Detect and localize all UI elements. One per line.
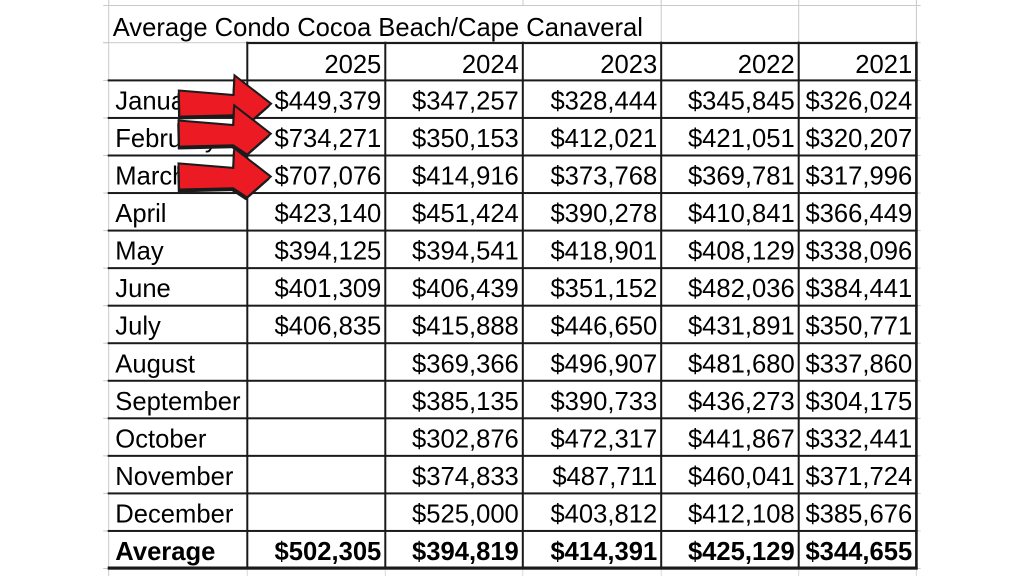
svg-text:$414,916: $414,916	[412, 163, 519, 191]
svg-text:2025: 2025	[324, 51, 381, 79]
svg-text:$418,901: $418,901	[550, 238, 657, 266]
svg-text:December: December	[115, 501, 234, 529]
svg-text:$408,129: $408,129	[688, 238, 795, 266]
svg-text:$394,819: $394,819	[412, 538, 519, 566]
svg-text:August: August	[115, 350, 195, 378]
svg-text:$390,278: $390,278	[550, 200, 657, 228]
svg-text:$472,317: $472,317	[550, 425, 657, 453]
svg-text:$384,441: $384,441	[805, 275, 912, 303]
svg-text:September: September	[115, 388, 241, 416]
svg-text:$350,153: $350,153	[412, 125, 519, 153]
svg-text:October: October	[115, 425, 207, 453]
svg-text:Average Condo Cocoa Beach/Cape: Average Condo Cocoa Beach/Cape Canaveral	[113, 14, 643, 42]
svg-text:$487,711: $487,711	[552, 463, 657, 491]
svg-text:2023: 2023	[600, 51, 657, 79]
svg-text:July: July	[115, 313, 161, 341]
svg-text:$449,379: $449,379	[275, 87, 382, 115]
svg-text:$425,129: $425,129	[688, 538, 795, 566]
svg-text:$328,444: $328,444	[550, 87, 657, 115]
svg-text:2021: 2021	[855, 51, 912, 79]
svg-text:$338,096: $338,096	[805, 238, 912, 266]
svg-text:$385,676: $385,676	[805, 501, 912, 529]
svg-text:$525,000: $525,000	[412, 501, 519, 529]
svg-text:$366,449: $366,449	[805, 200, 912, 228]
svg-text:$390,733: $390,733	[550, 388, 657, 416]
svg-text:$412,108: $412,108	[688, 501, 795, 529]
svg-text:$446,650: $446,650	[550, 313, 657, 341]
svg-text:June: June	[115, 275, 171, 303]
svg-text:$317,996: $317,996	[805, 163, 912, 191]
svg-text:March: March	[115, 163, 186, 191]
svg-text:$394,125: $394,125	[275, 238, 382, 266]
svg-text:$734,271: $734,271	[275, 125, 382, 153]
svg-text:$410,841: $410,841	[688, 200, 795, 228]
svg-text:$707,076: $707,076	[275, 163, 382, 191]
svg-text:$351,152: $351,152	[550, 275, 657, 303]
svg-text:April: April	[115, 200, 166, 228]
svg-text:$371,724: $371,724	[805, 463, 912, 491]
svg-text:$320,207: $320,207	[805, 125, 912, 153]
svg-text:$441,867: $441,867	[688, 425, 795, 453]
svg-text:2024: 2024	[462, 51, 519, 79]
svg-text:$326,024: $326,024	[805, 87, 912, 115]
svg-text:$451,424: $451,424	[412, 200, 519, 228]
svg-text:November: November	[115, 463, 234, 491]
svg-text:Average: Average	[115, 538, 215, 566]
svg-text:$374,833: $374,833	[412, 463, 519, 491]
svg-text:$423,140: $423,140	[275, 200, 382, 228]
svg-text:$403,812: $403,812	[550, 501, 657, 529]
svg-text:$337,860: $337,860	[805, 350, 912, 378]
svg-text:$385,135: $385,135	[412, 388, 519, 416]
svg-text:$332,441: $332,441	[805, 425, 912, 453]
svg-text:$347,257: $347,257	[412, 87, 519, 115]
svg-text:$496,907: $496,907	[550, 350, 657, 378]
svg-text:$304,175: $304,175	[805, 388, 912, 416]
svg-text:$431,891: $431,891	[688, 313, 795, 341]
svg-text:$414,391: $414,391	[550, 538, 657, 566]
svg-text:$406,835: $406,835	[275, 313, 382, 341]
svg-text:$401,309: $401,309	[275, 275, 382, 303]
svg-text:$406,439: $406,439	[412, 275, 519, 303]
svg-text:$350,771: $350,771	[805, 313, 912, 341]
svg-text:$482,036: $482,036	[688, 275, 795, 303]
svg-text:$369,366: $369,366	[412, 350, 519, 378]
svg-text:$345,845: $345,845	[688, 87, 795, 115]
svg-text:May: May	[115, 238, 164, 266]
svg-text:$481,680: $481,680	[688, 350, 795, 378]
svg-text:$460,041: $460,041	[688, 463, 795, 491]
svg-text:$421,051: $421,051	[688, 125, 795, 153]
svg-text:$302,876: $302,876	[412, 425, 519, 453]
svg-text:$415,888: $415,888	[412, 313, 519, 341]
svg-text:$412,021: $412,021	[550, 125, 657, 153]
svg-text:$502,305: $502,305	[275, 538, 382, 566]
svg-text:2022: 2022	[738, 51, 795, 79]
svg-text:$344,655: $344,655	[805, 538, 912, 566]
svg-text:$394,541: $394,541	[412, 238, 519, 266]
svg-text:$369,781: $369,781	[688, 163, 795, 191]
svg-text:$373,768: $373,768	[550, 163, 657, 191]
svg-text:$436,273: $436,273	[688, 388, 795, 416]
